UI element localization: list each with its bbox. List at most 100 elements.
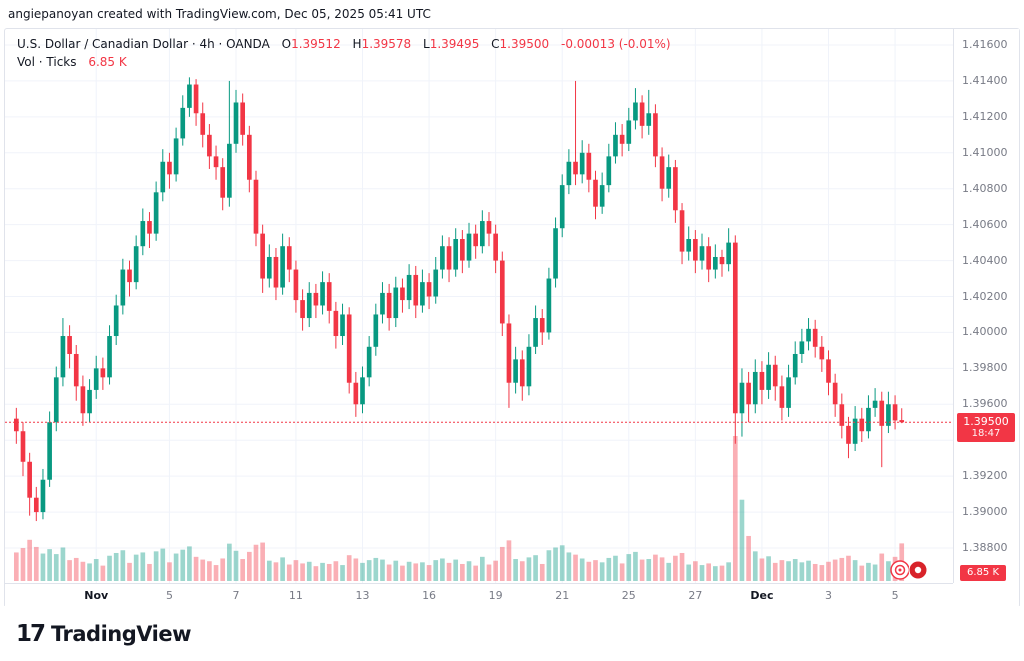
volume-bar [353,558,359,581]
candle-down [147,221,152,234]
volume-bar [526,557,532,581]
volume-bar [633,551,638,581]
candle-down [100,368,106,378]
volume-bar [579,558,585,581]
volume-bar [673,555,678,581]
candle-up [546,278,552,333]
time-axis[interactable]: Nov 5 7 11 13 16 19 21 25 27 Dec 3 5 [5,583,953,607]
volume-bar [233,550,239,581]
candle-up [786,377,791,408]
candle-down [493,233,498,261]
price-axis-label: 1.40000 [962,325,1008,339]
candle-down [473,233,479,247]
candle-down [346,314,352,383]
candle-down [732,242,738,414]
bar-countdown: 18:47 [971,428,1001,440]
candle-down [33,497,39,513]
volume-bar [260,542,265,581]
candle-up [233,102,239,144]
volume-indicator-label[interactable]: Vol · Ticks [17,55,77,69]
volume-bar [712,566,718,581]
volume-bar [460,563,465,581]
volume-bar [187,546,192,581]
candle-down [779,386,785,408]
volume-bar [626,554,632,581]
candle-down [167,161,172,175]
candle-up [433,269,439,297]
volume-bar [167,562,172,581]
volume-bar [752,551,758,581]
volume-bar [53,554,59,581]
volume-bar [266,560,272,581]
candle-down [506,323,512,383]
low-label: L [423,37,430,51]
volume-bar [313,566,319,581]
candle-down [200,113,206,135]
volume-bar [732,436,738,581]
tradingview-wordmark[interactable]: TradingView [51,621,191,646]
candle-down [413,274,419,306]
volume-bar [33,546,39,581]
volume-bar [273,562,279,581]
candle-down [460,239,465,261]
volume-bar [406,561,412,581]
volume-bar [393,560,399,581]
candle-down [127,269,132,283]
candle-up [766,364,771,390]
candle-down [20,431,26,462]
candle-down [812,328,818,347]
candle-down [207,134,212,157]
volume-bar [60,547,66,581]
symbol-title[interactable]: U.S. Dollar / Canadian Dollar · 4h · OAN… [17,37,270,51]
candle-down [706,246,712,270]
candle-down [253,179,259,234]
candle-up [553,228,558,279]
open-value: 1.39512 [291,37,341,51]
candle-up [806,328,811,342]
candle-down [333,310,339,337]
volume-bar [293,560,299,581]
volume-bar [746,535,751,581]
footer: 17 TradingView [0,606,1024,661]
price-axis[interactable]: 1.39500 18:47 6.85 K 1.41600 1.41400 1.412… [953,29,1019,583]
volume-bar [47,549,52,581]
candle-up [799,341,805,354]
tradingview-logo-icon[interactable]: 17 [16,620,46,647]
volume-bar [506,540,512,581]
candle-down [673,167,678,211]
volume-bar [706,563,712,581]
candle-up [360,377,365,405]
time-axis-label: 5 [891,589,899,602]
volume-bar [659,557,665,581]
chart-surface[interactable] [5,29,953,583]
volume-bar [739,499,745,581]
volume-bar [160,548,166,581]
candle-down [693,239,698,261]
volume-bar [553,547,558,581]
price-axis-label: 1.40600 [962,217,1008,231]
volume-bar [446,562,452,581]
volume-bar [413,563,419,581]
candle-up [479,221,485,247]
candle-down [499,260,505,324]
volume-bar [606,557,612,581]
volume-bar [826,561,831,581]
candle-up [380,292,385,315]
candle-up [180,107,186,139]
candle-up [633,102,638,121]
candle-up [513,359,518,383]
candle-up [466,233,472,261]
candle-down [326,282,332,311]
candle-down [260,233,265,279]
time-axis-label: 7 [232,589,240,602]
candle-down [286,246,292,270]
candle-down [213,156,219,168]
candle-up [852,418,858,444]
volume-bar [147,563,152,581]
volume-bar [786,561,791,581]
candle-up [440,246,445,270]
volume-bar [493,560,498,581]
volume-bar [67,560,72,581]
candle-up [726,242,731,265]
volume-bar [200,559,206,581]
